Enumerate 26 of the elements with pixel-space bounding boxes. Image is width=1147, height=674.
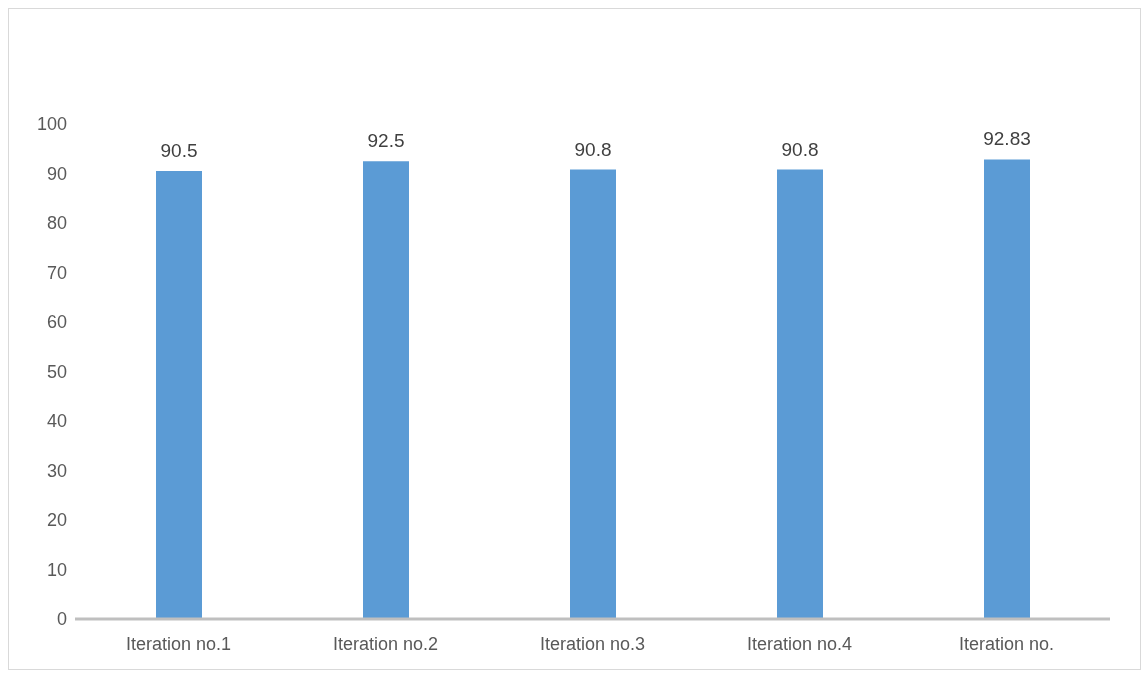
x-tick-label: Iteration no.1 [125,633,232,654]
y-tick-label: 20 [46,510,67,531]
y-tick-label: 80 [46,213,67,234]
bar [777,169,823,619]
y-tick-label: 60 [46,312,67,333]
bar [570,169,616,619]
y-tick-label: 70 [46,262,67,283]
data-label: 90.8 [574,138,612,160]
y-tick-label: 40 [46,411,67,432]
x-tick-label: Iteration no. [958,633,1055,654]
data-label: 92.5 [367,130,405,152]
x-tick-label: Iteration no.4 [746,633,853,654]
bar [156,171,202,619]
y-tick-label: 30 [46,460,67,481]
bar [363,161,409,619]
data-label: 92.83 [983,128,1031,150]
y-tick-label: 0 [56,609,67,630]
y-tick-label: 90 [46,163,67,184]
x-tick-label: Iteration no.3 [539,633,646,654]
data-label: 90.8 [781,138,819,160]
bar [984,159,1030,619]
y-tick-label: 50 [46,361,67,382]
y-tick-label: 10 [46,559,67,580]
data-label: 90.5 [160,140,198,162]
x-tick-label: Iteration no.2 [332,633,439,654]
y-tick-label: 100 [36,114,67,135]
